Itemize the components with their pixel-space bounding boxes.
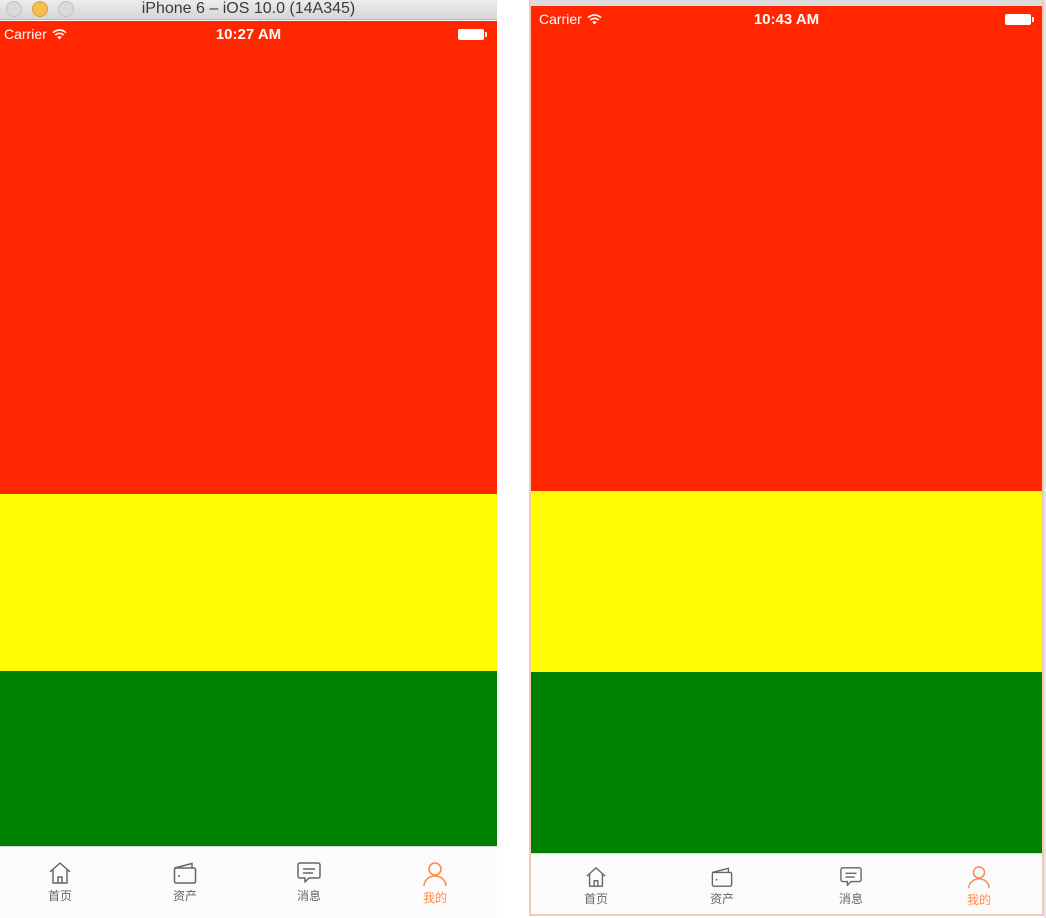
- tab-bar: 首页 资产 消息: [0, 846, 497, 918]
- window-titlebar[interactable]: iPhone 6 – iOS 10.0 (14A345): [0, 0, 497, 20]
- wallet-icon: [173, 862, 197, 884]
- carrier-label: Carrier: [539, 11, 582, 27]
- battery-icon: [1005, 14, 1034, 25]
- status-bar: Carrier 10:43 AM: [529, 6, 1044, 34]
- tab-messages[interactable]: 消息: [289, 861, 329, 904]
- tab-assets[interactable]: 资产: [165, 861, 205, 904]
- message-icon: [840, 867, 862, 886]
- yellow-view: [0, 494, 497, 671]
- person-icon: [423, 862, 447, 887]
- tab-home[interactable]: 首页: [576, 866, 616, 907]
- tab-label: 我的: [422, 891, 447, 905]
- tab-label: 我的: [966, 893, 991, 907]
- window-border: [529, 0, 1044, 916]
- status-bar: Carrier 10:27 AM: [0, 21, 497, 49]
- simulator-iphone-plus: Carrier 10:43 AM 首页: [529, 0, 1044, 918]
- red-view: [529, 6, 1044, 491]
- wifi-icon: [587, 13, 602, 24]
- status-time: 10:43 AM: [753, 11, 820, 28]
- tab-mine[interactable]: 我的: [959, 865, 999, 908]
- wallet-icon: [711, 867, 733, 887]
- tab-label: 资产: [172, 889, 197, 903]
- window-title: iPhone 6 – iOS 10.0 (14A345): [141, 0, 356, 17]
- tab-messages[interactable]: 消息: [831, 866, 871, 907]
- tab-label: 首页: [47, 889, 72, 903]
- home-icon: [586, 867, 606, 887]
- carrier-indicator: Carrier: [539, 11, 602, 27]
- tab-bar: 首页 资产 消息: [529, 853, 1044, 916]
- tab-label: 消息: [296, 889, 321, 903]
- window-titlebar-cropped: [529, 0, 1044, 6]
- tab-home[interactable]: 首页: [40, 861, 80, 904]
- green-view: [529, 672, 1044, 853]
- tab-label: 消息: [838, 892, 863, 906]
- simulator-iphone6: iPhone 6 – iOS 10.0 (14A345) Carrier 10:…: [0, 0, 497, 918]
- carrier-indicator: Carrier: [4, 26, 67, 42]
- zoom-window-button[interactable]: [58, 1, 74, 17]
- tab-assets[interactable]: 资产: [702, 866, 742, 907]
- person-icon: [968, 866, 990, 889]
- red-view: [0, 21, 497, 494]
- tab-label: 首页: [583, 892, 608, 906]
- close-window-button[interactable]: [6, 1, 22, 17]
- status-time: 10:27 AM: [215, 26, 282, 43]
- yellow-view: [529, 491, 1044, 672]
- message-icon: [297, 862, 321, 883]
- tab-label: 资产: [709, 892, 734, 906]
- home-icon: [49, 862, 71, 884]
- minimize-window-button[interactable]: [32, 1, 48, 17]
- window-edge: [1044, 0, 1046, 918]
- carrier-label: Carrier: [4, 26, 47, 42]
- green-view: [0, 671, 497, 846]
- wifi-icon: [52, 28, 67, 39]
- tab-mine[interactable]: 我的: [415, 861, 455, 906]
- battery-icon: [458, 29, 487, 40]
